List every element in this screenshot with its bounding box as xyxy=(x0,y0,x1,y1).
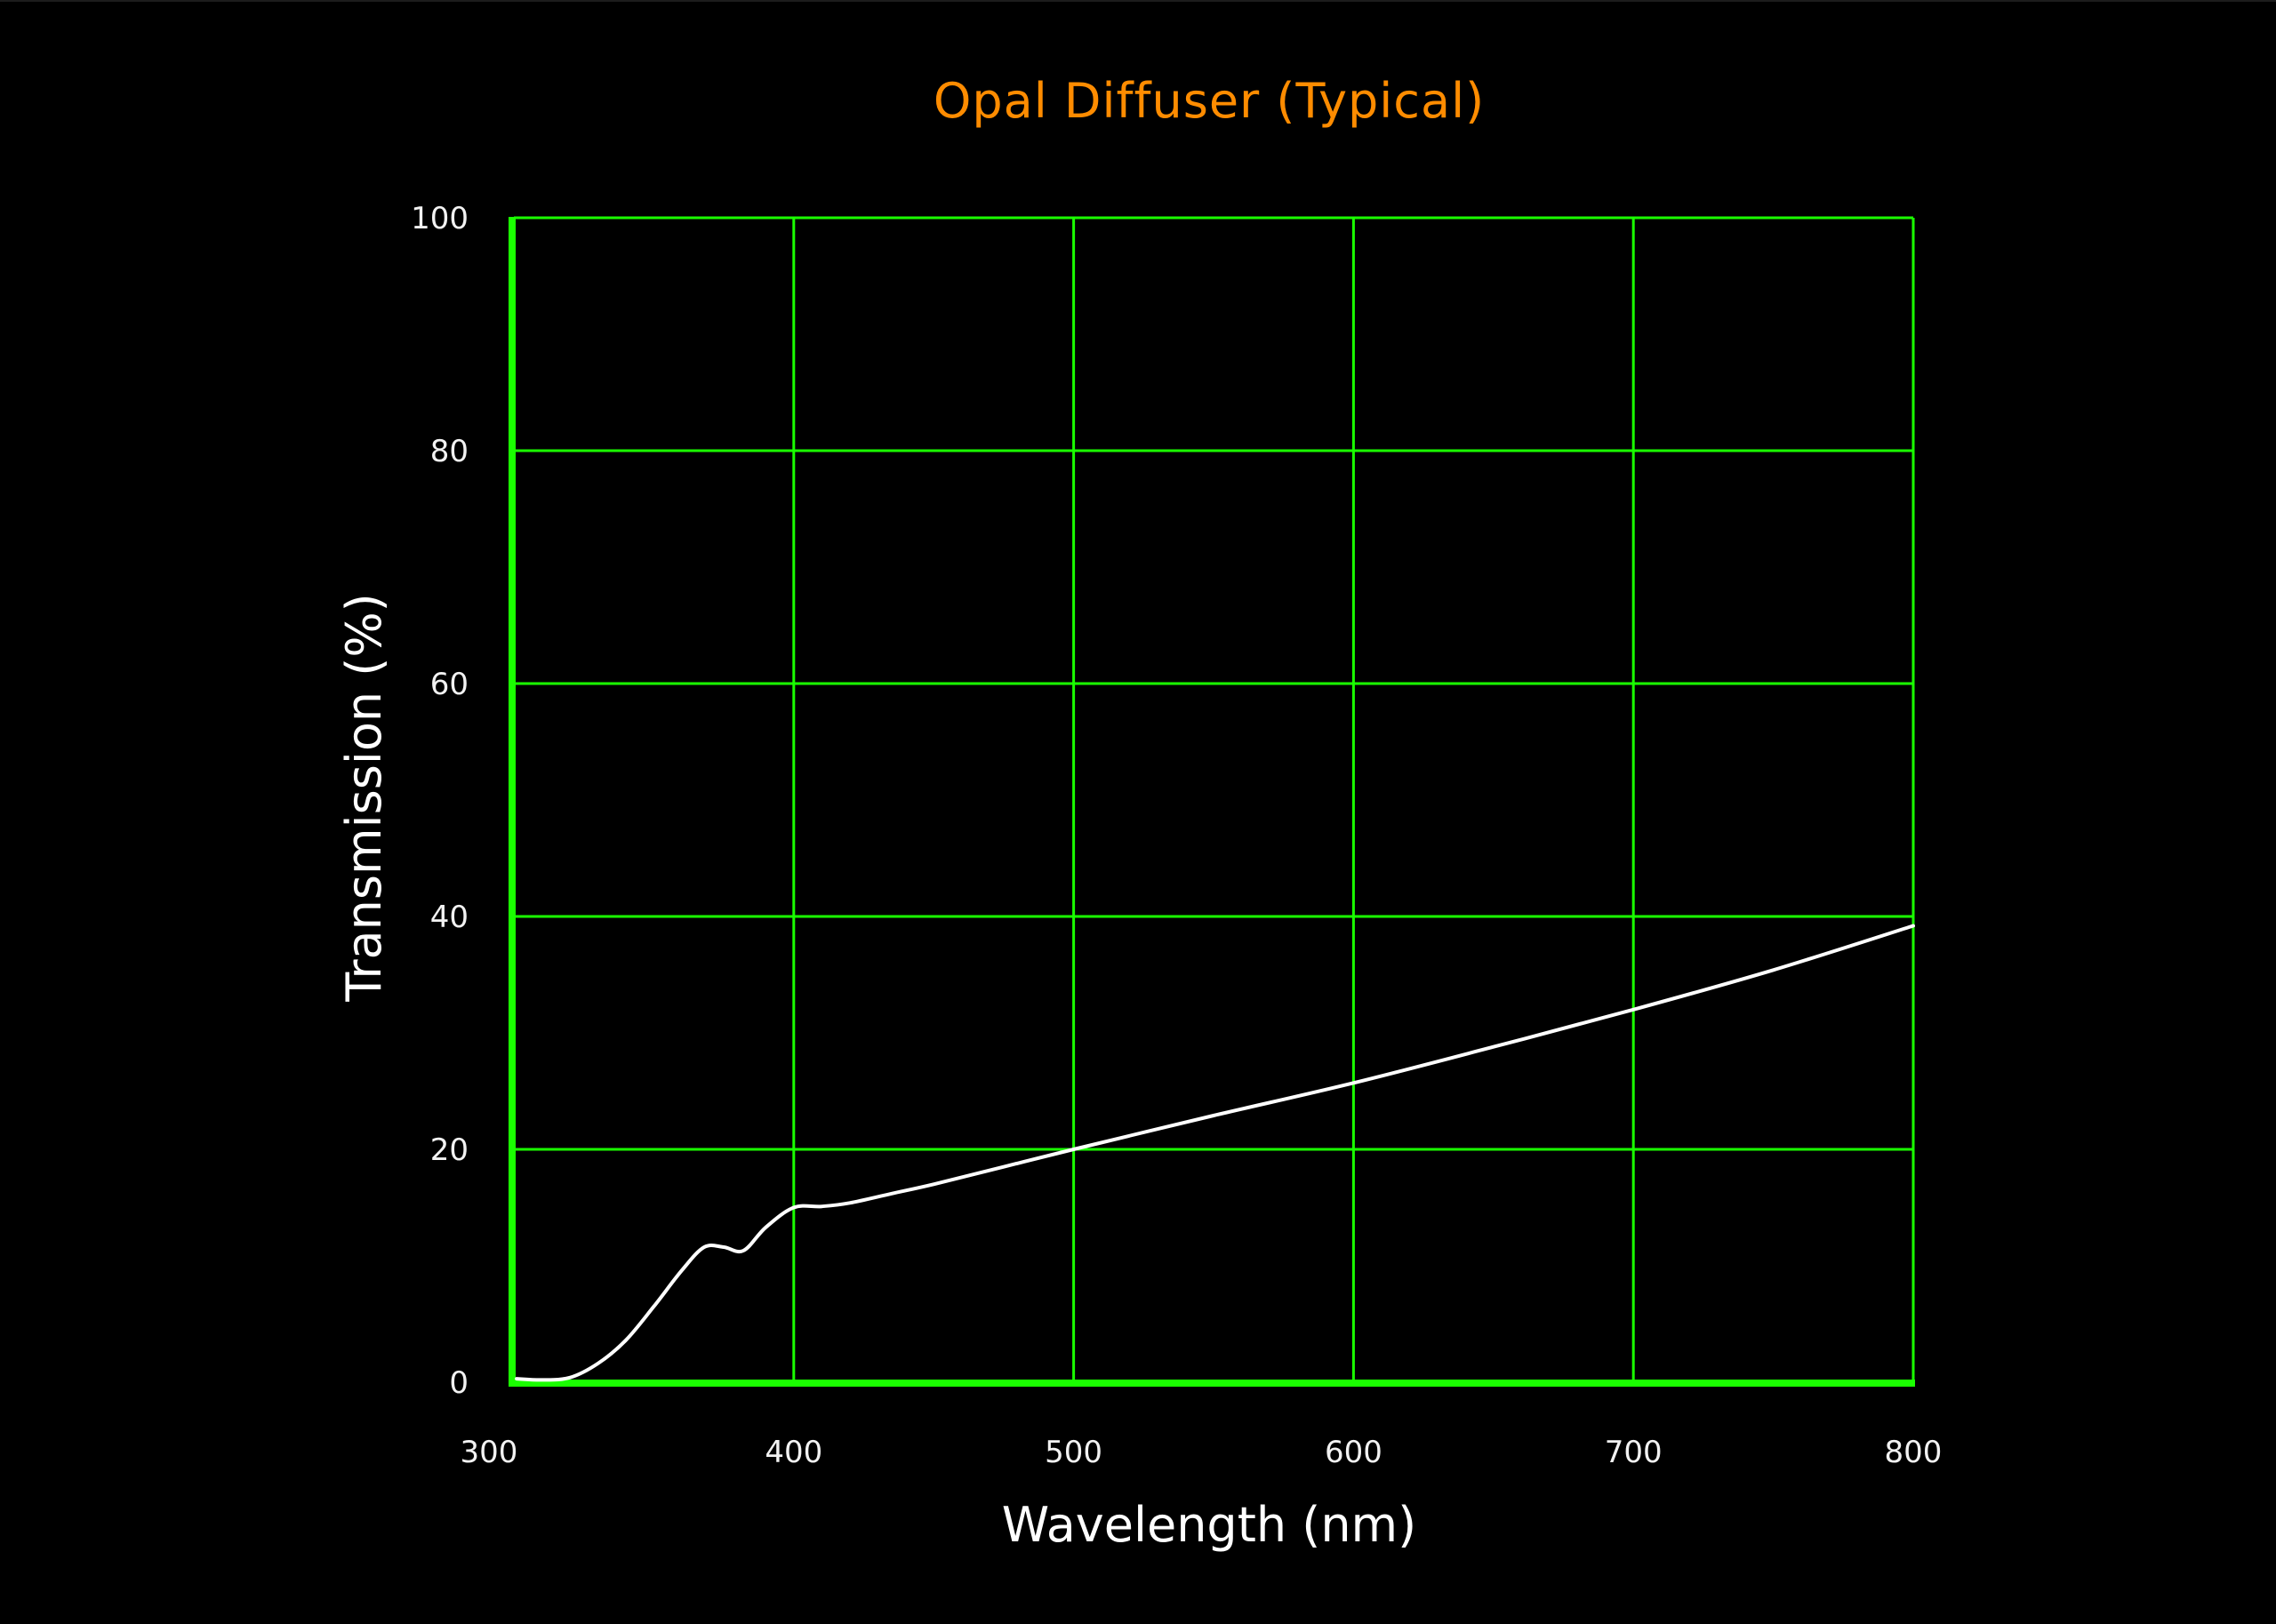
chart-title: Opal Diffuser (Typical) xyxy=(933,73,1486,129)
gridlines xyxy=(514,216,1915,1384)
x-tick-label: 800 xyxy=(1885,1435,1943,1470)
axes xyxy=(509,217,1915,1387)
x-tick-labels: 300 400 500 600 700 800 xyxy=(461,1435,1943,1470)
x-tick-label: 300 xyxy=(461,1435,518,1470)
x-tick-label: 700 xyxy=(1605,1435,1663,1470)
x-tick-label: 600 xyxy=(1325,1435,1382,1470)
x-axis-label: Wavelength (nm) xyxy=(1002,1497,1416,1553)
x-tick-label: 500 xyxy=(1045,1435,1102,1470)
y-tick-label: 40 xyxy=(430,900,469,935)
y-tick-label: 20 xyxy=(430,1132,469,1168)
transmission-curve xyxy=(515,924,1915,1382)
y-tick-labels: 0 20 40 60 80 100 xyxy=(411,201,469,1401)
x-axis-line xyxy=(509,1380,1915,1387)
y-tick-label: 60 xyxy=(430,667,469,702)
y-tick-label: 100 xyxy=(411,201,469,236)
y-tick-label: 80 xyxy=(430,434,469,469)
y-axis-label: Transmission (%) xyxy=(336,593,392,1002)
y-tick-label: 0 xyxy=(449,1365,469,1401)
y-axis-line xyxy=(509,217,516,1386)
x-tick-label: 400 xyxy=(765,1435,822,1470)
